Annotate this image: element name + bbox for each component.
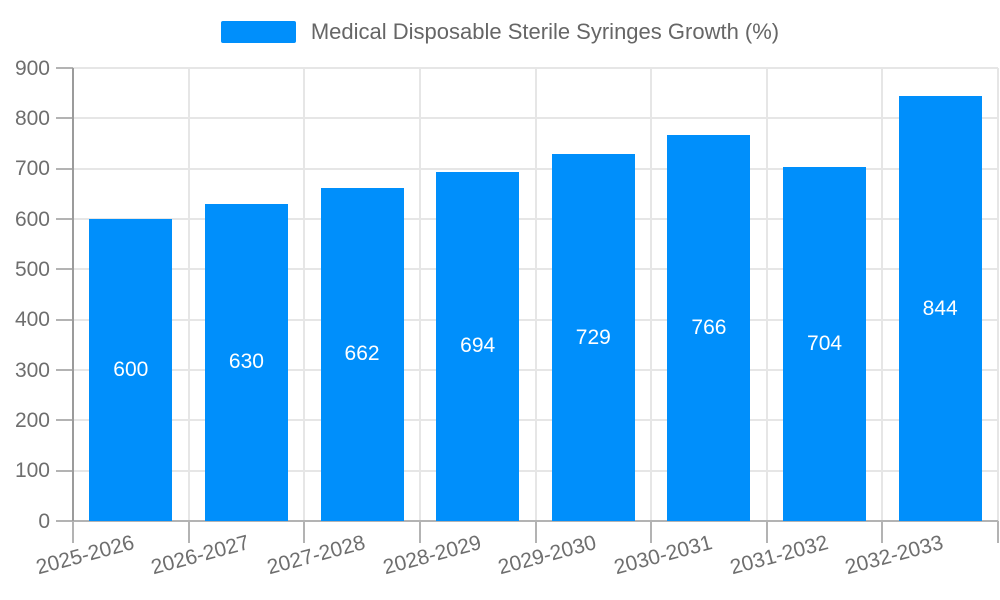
y-tick-label: 300 [14, 358, 50, 382]
x-axis-tick [765, 521, 768, 543]
bar-2031-2032[interactable] [783, 166, 867, 521]
x-axis-tick [534, 521, 537, 543]
x-gridline [997, 68, 999, 521]
x-axis-tick [997, 521, 999, 543]
legend-swatch [220, 21, 296, 43]
bar-value-label: 600 [113, 358, 149, 381]
y-tick-label: 200 [14, 408, 50, 432]
x-gridline [418, 68, 421, 521]
x-axis-tick [72, 521, 74, 543]
y-axis-tick [56, 268, 73, 271]
legend-label: Medical Disposable Sterile Syringes Grow… [310, 19, 780, 44]
bar-value-label: 766 [691, 316, 727, 340]
x-gridline [881, 68, 884, 521]
bar-2025-2026[interactable] [89, 219, 173, 521]
y-axis-tick [56, 369, 73, 371]
bar-value-label: 630 [228, 350, 264, 374]
x-axis-line [73, 520, 998, 522]
bar-value-label: 844 [922, 296, 958, 320]
x-axis-tick [650, 521, 653, 543]
bar-2030-2031[interactable] [667, 135, 751, 521]
bar-2029-2030[interactable] [551, 154, 635, 521]
y-axis-tick [56, 67, 73, 69]
y-axis-tick [56, 469, 73, 472]
bar-value-label: 704 [807, 331, 843, 355]
y-axis-tick [56, 117, 73, 120]
x-axis-tick [303, 521, 306, 543]
x-gridline [765, 68, 768, 521]
y-tick-label: 0 [38, 509, 50, 533]
y-axis-tick [56, 218, 73, 220]
y-tick-label: 900 [14, 56, 50, 80]
y-axis-tick [56, 167, 73, 170]
bar-2027-2028[interactable] [320, 187, 404, 521]
y-tick-label: 600 [14, 207, 50, 231]
x-axis-tick [418, 521, 421, 543]
y-tick-label: 400 [14, 308, 50, 332]
y-tick-label: 500 [14, 257, 50, 281]
x-axis-tick [881, 521, 884, 543]
y-axis-tick [56, 520, 73, 522]
x-gridline [303, 68, 306, 521]
y-tick-label: 700 [14, 157, 50, 181]
bar-value-label: 729 [575, 325, 611, 349]
bar-2032-2033[interactable] [898, 96, 982, 521]
x-gridline [650, 68, 653, 521]
bar-2026-2027[interactable] [204, 203, 288, 521]
x-axis-tick [187, 521, 190, 543]
x-gridline [534, 68, 537, 521]
bar-2028-2029[interactable] [436, 171, 520, 521]
y-axis-line [72, 68, 74, 521]
y-axis-tick [56, 318, 73, 321]
bar-value-label: 694 [460, 334, 496, 358]
chart-legend-item[interactable]: Medical Disposable Sterile Syringes Grow… [0, 19, 1000, 45]
x-gridline [187, 68, 190, 521]
bar-value-label: 662 [344, 342, 380, 366]
y-tick-label: 100 [14, 459, 50, 483]
y-axis-tick [56, 419, 73, 422]
y-tick-label: 800 [14, 106, 50, 130]
